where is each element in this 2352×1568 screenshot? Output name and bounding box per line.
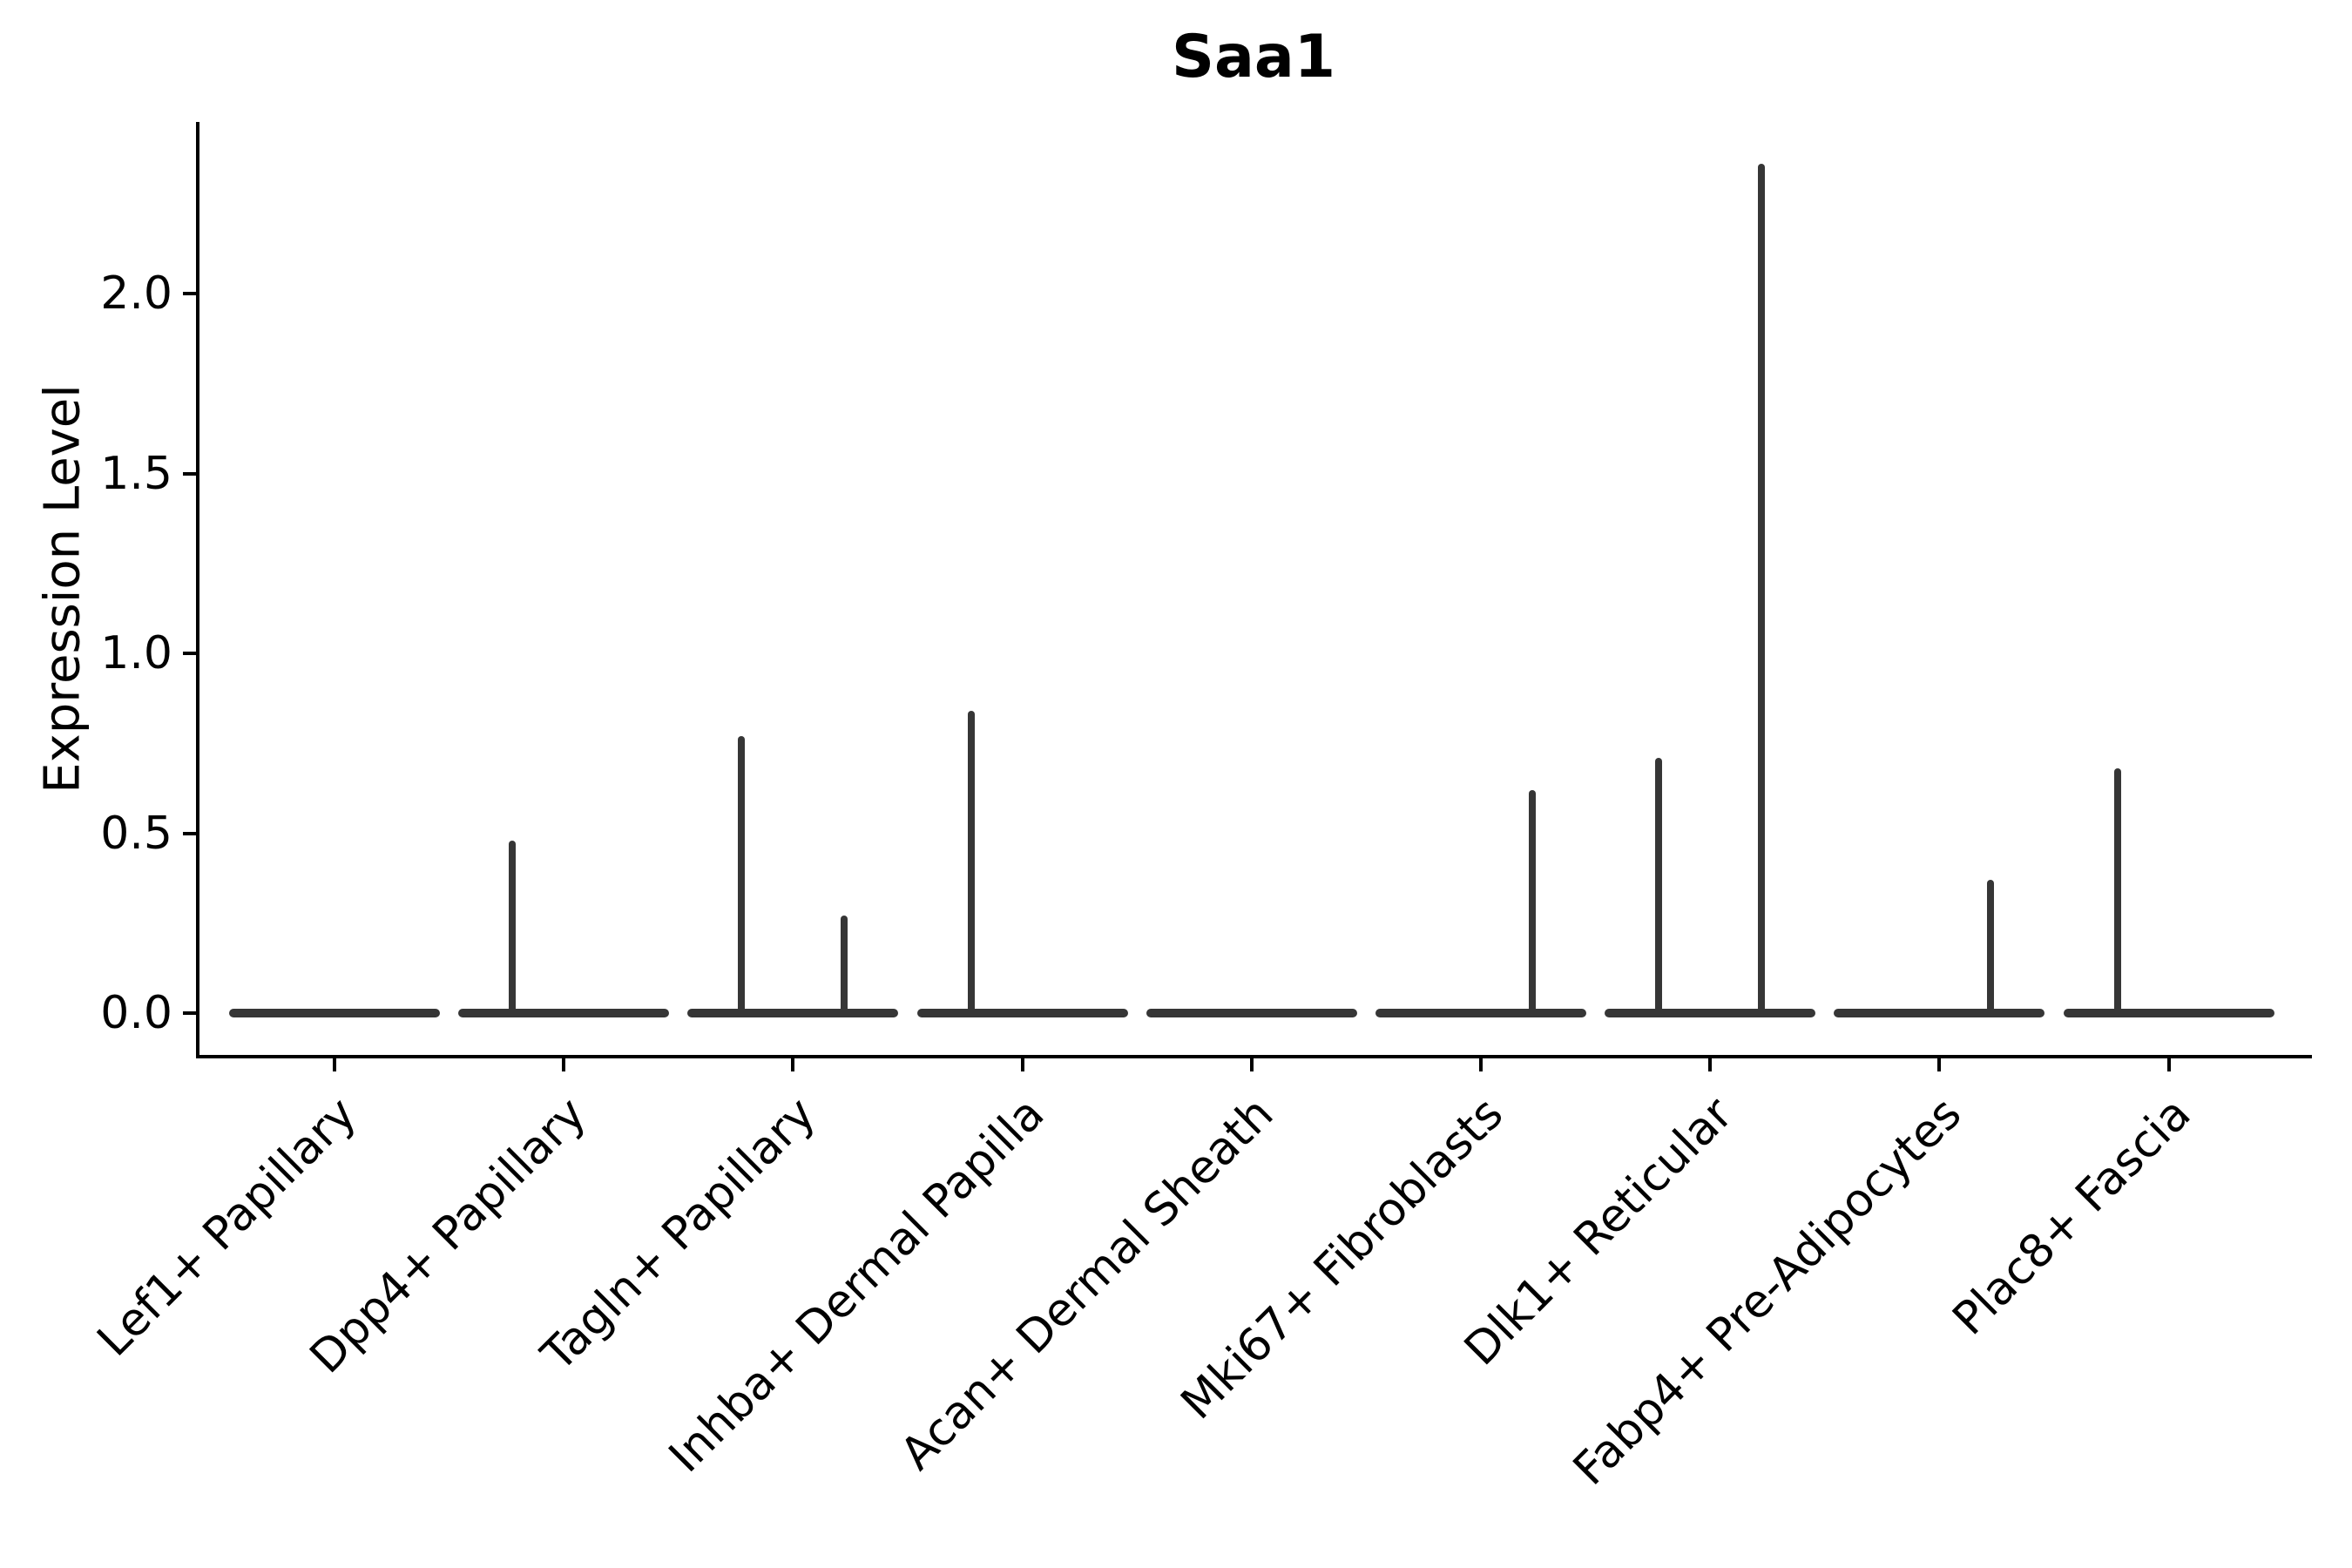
x-tick-mark [1020, 1058, 1024, 1071]
y-tick-label: 0.0 [100, 987, 172, 1039]
violin-spike [967, 711, 975, 1017]
y-tick-label: 1.5 [100, 447, 172, 500]
x-tick-label: Fabp4+ Pre-Adipocytes [1564, 1087, 1972, 1496]
y-tick-mark [183, 831, 197, 835]
violin-spike [1758, 164, 1766, 1017]
violin-body [1375, 1009, 1586, 1017]
x-tick-label: Acan+ Dermal Sheath [891, 1087, 1284, 1481]
y-axis-spine [196, 122, 199, 1058]
x-tick-mark [791, 1058, 795, 1071]
x-tick-mark [1479, 1058, 1483, 1071]
x-tick-mark [333, 1058, 336, 1071]
y-tick-mark [183, 652, 197, 655]
violin-body [229, 1009, 440, 1017]
x-tick-mark [562, 1058, 566, 1071]
y-tick-mark [183, 471, 197, 476]
y-tick-mark [183, 1011, 197, 1015]
violin-spike [1655, 757, 1663, 1017]
violin-body [916, 1009, 1128, 1017]
x-tick-mark [2166, 1058, 2171, 1071]
violin-body [458, 1009, 670, 1017]
x-tick-label: Inhba+ Dermal Papilla [659, 1087, 1055, 1484]
x-tick-mark [1937, 1058, 1942, 1071]
violin-spike [509, 840, 517, 1017]
y-tick-mark [183, 292, 197, 295]
y-axis-label: Expression Level [34, 384, 91, 794]
x-tick-mark [1249, 1058, 1254, 1071]
y-tick-label: 0.5 [100, 807, 172, 860]
violin-spike [1529, 789, 1536, 1017]
violin-body [687, 1009, 899, 1017]
x-tick-mark [1708, 1058, 1713, 1071]
violin-body [1146, 1009, 1357, 1017]
plot-title: Saa1 [1171, 23, 1336, 91]
x-axis-spine [196, 1055, 2312, 1058]
violin-spike [841, 916, 848, 1017]
violin-body [2063, 1009, 2274, 1017]
violin-spike [1987, 880, 1995, 1017]
violin-body [1605, 1009, 1816, 1017]
violin-spike [2113, 768, 2121, 1017]
violin-body [1834, 1009, 2045, 1017]
y-tick-label: 2.0 [100, 267, 172, 320]
violin-spike [738, 735, 746, 1017]
y-tick-label: 1.0 [100, 627, 172, 679]
x-tick-label: Plac8+ Fascia [1943, 1087, 2201, 1346]
